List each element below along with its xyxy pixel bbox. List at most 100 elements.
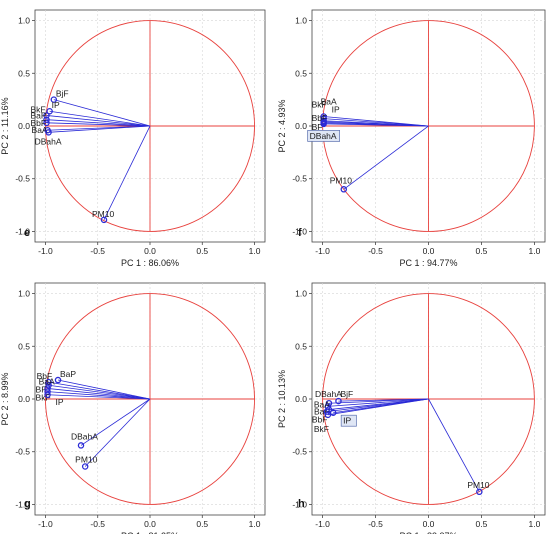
y-tick-label: -1.0 [15, 226, 30, 236]
loading-vector-pm10 [103, 125, 151, 221]
y-tick-label: 0.0 [295, 394, 307, 404]
y-tick-label: -1.0 [292, 226, 307, 236]
loading-vector-dbaha [48, 125, 151, 133]
loading-vector-dbaha [328, 398, 429, 404]
loading-vector-bjf [53, 99, 151, 127]
x-tick-label: 1.0 [528, 519, 540, 529]
y-tick-label: -0.5 [15, 174, 30, 184]
loading-point-bap [54, 376, 62, 384]
point-label-dbaha: DBahA [71, 431, 98, 441]
loading-point-bkf [43, 112, 50, 119]
y-tick-label: 0.5 [295, 68, 307, 78]
label-highlight-box [340, 414, 357, 427]
y-tick-label: -0.5 [292, 447, 307, 457]
x-tick-label: 0.5 [476, 519, 488, 529]
loading-point-bbf [45, 378, 52, 386]
loading-vector-bkf [47, 391, 151, 400]
x-tick-label: -1.0 [315, 246, 330, 256]
point-label-bjf: BjF [56, 89, 69, 99]
y-tick-label: 1.0 [295, 16, 307, 26]
x-tick-label: 0.5 [196, 519, 208, 529]
loading-point-bbf [43, 119, 50, 127]
point-label-dbaha: DBahA [310, 131, 337, 141]
loading-point-bkf [44, 388, 51, 395]
point-label-bkf: BkF [36, 393, 51, 403]
x-axis-title: PC 1 : 81.25% [121, 531, 179, 534]
y-tick-label: 0.5 [18, 68, 30, 78]
x-tick-label: 0.0 [144, 519, 156, 529]
loading-point-bbf [323, 408, 331, 415]
panel-letter: g [24, 498, 31, 510]
point-label-baa: BaA [321, 97, 337, 107]
x-axis-title: PC 1 : 94.77% [399, 258, 457, 268]
point-label-bap: BaP [60, 369, 76, 379]
x-tick-label: -0.5 [368, 519, 383, 529]
y-tick-label: 0.5 [18, 341, 30, 351]
point-label-pm10: PM10 [330, 175, 352, 185]
loading-vector-bbf [46, 122, 151, 127]
point-label-dbaha: DBahA [315, 389, 342, 399]
y-tick-label: 0.0 [295, 121, 307, 131]
point-label-ip: IP [332, 105, 340, 115]
point-label-bf: BF [36, 384, 47, 394]
loading-vector-pm10 [343, 125, 429, 190]
loading-point-bap [43, 116, 50, 123]
loading-point-pm10 [100, 216, 108, 224]
y-tick-label: 0.0 [18, 121, 30, 131]
loading-point-ip [329, 409, 337, 416]
loading-point-pm10 [340, 186, 348, 193]
point-label-bbf: BbF [312, 415, 328, 425]
x-tick-label: 0.5 [476, 246, 488, 256]
y-tick-label: -1.0 [292, 499, 307, 509]
x-tick-label: 0.0 [423, 519, 435, 529]
x-axis-title: PC 1 : 83.37% [399, 531, 457, 534]
loading-point-bf [44, 385, 51, 392]
loading-point-dbaha [77, 442, 85, 449]
point-label-pm10: PM10 [75, 454, 97, 464]
loading-point-dbaha [325, 399, 333, 407]
point-label-baa: BaA [314, 399, 330, 409]
x-tick-label: -1.0 [38, 519, 53, 529]
loading-vector-baa [327, 398, 429, 407]
point-label-bkf: BkF [312, 100, 327, 110]
loading-vector-bap [57, 379, 151, 400]
loading-point-ip [46, 107, 53, 115]
y-axis-title: PC 2 : 10.13% [277, 370, 287, 428]
panel-g: -1.0 -0.5 0.0 0.5 1.0 1.0 0.5 0.0 -0.5 -1.0 BaP BbF… [0, 282, 266, 534]
panel-letter: h [298, 498, 305, 510]
x-tick-label: 0.5 [196, 246, 208, 256]
x-tick-label: -0.5 [90, 246, 105, 256]
panel-letter: e [24, 227, 30, 239]
point-label-baa: BaA [32, 125, 48, 135]
point-label-bap: BaP [314, 407, 330, 417]
x-tick-label: -1.0 [38, 246, 53, 256]
y-tick-label: 0.5 [295, 341, 307, 351]
loading-point-pm10 [81, 463, 89, 470]
point-label-bkf: BkF [314, 424, 329, 434]
y-tick-label: -0.5 [292, 174, 307, 184]
loading-point-ip [44, 391, 51, 399]
y-tick-label: 0.0 [18, 394, 30, 404]
point-label-ip: IP [56, 397, 64, 407]
loading-vector-pm10 [84, 398, 151, 467]
loading-point-baa [45, 382, 52, 389]
point-label-ip: IP [343, 416, 351, 426]
loading-point-bjf [50, 96, 58, 103]
y-tick-label: 1.0 [18, 289, 30, 299]
loading-point-dbaha [45, 129, 52, 136]
panel-h: -1.0 -0.5 0.0 0.5 1.0 1.0 0.5 0.0 -0.5 -1.0 BjFDBa… [277, 282, 546, 534]
loading-vector-bkf [46, 115, 151, 127]
loading-point-bjf [335, 397, 342, 405]
y-tick-label: -0.5 [15, 447, 30, 457]
x-tick-label: 1.0 [249, 519, 261, 529]
x-tick-label: 0.0 [423, 246, 435, 256]
loading-vector-bbf [48, 381, 151, 400]
point-label-bf: BF [312, 122, 323, 132]
y-tick-label: -1.0 [15, 499, 30, 509]
y-axis-title: PC 2 : 11.16% [0, 97, 10, 154]
loading-vector-bf [47, 388, 151, 400]
x-tick-label: -0.5 [368, 246, 383, 256]
point-label-bkf: BkF [31, 104, 46, 114]
loading-vector-dbaha [80, 398, 151, 446]
